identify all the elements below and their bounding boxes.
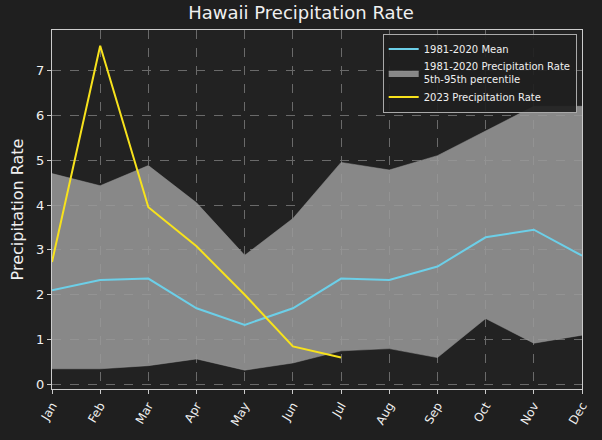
svg-text:Apr: Apr: [182, 400, 205, 425]
svg-text:2023 Precipitation Rate: 2023 Precipitation Rate: [424, 92, 541, 103]
svg-text:Oct: Oct: [471, 400, 494, 425]
svg-text:Jun: Jun: [279, 400, 301, 424]
svg-text:Dec: Dec: [566, 400, 590, 427]
svg-text:7: 7: [36, 63, 44, 78]
svg-text:Precipitation Rate: Precipitation Rate: [8, 139, 27, 281]
svg-text:Mar: Mar: [133, 400, 156, 427]
svg-text:Sep: Sep: [422, 400, 445, 427]
svg-text:5: 5: [36, 153, 44, 168]
svg-text:1981-2020 Mean: 1981-2020 Mean: [424, 44, 509, 55]
svg-text:May: May: [228, 400, 253, 428]
svg-text:0: 0: [36, 377, 44, 392]
svg-text:Hawaii Precipitation Rate: Hawaii Precipitation Rate: [188, 2, 414, 23]
svg-text:1981-2020 Precipitation Rate5t: 1981-2020 Precipitation Rate5th-95th per…: [424, 61, 570, 85]
svg-text:Jan: Jan: [38, 400, 60, 424]
svg-text:6: 6: [36, 108, 44, 123]
svg-text:2: 2: [36, 287, 44, 302]
svg-text:3: 3: [36, 242, 44, 257]
svg-text:Jul: Jul: [329, 400, 349, 420]
svg-text:4: 4: [36, 198, 44, 213]
svg-text:1: 1: [36, 332, 44, 347]
svg-text:Nov: Nov: [518, 400, 542, 427]
svg-text:Aug: Aug: [373, 400, 397, 427]
svg-text:Feb: Feb: [85, 400, 108, 425]
